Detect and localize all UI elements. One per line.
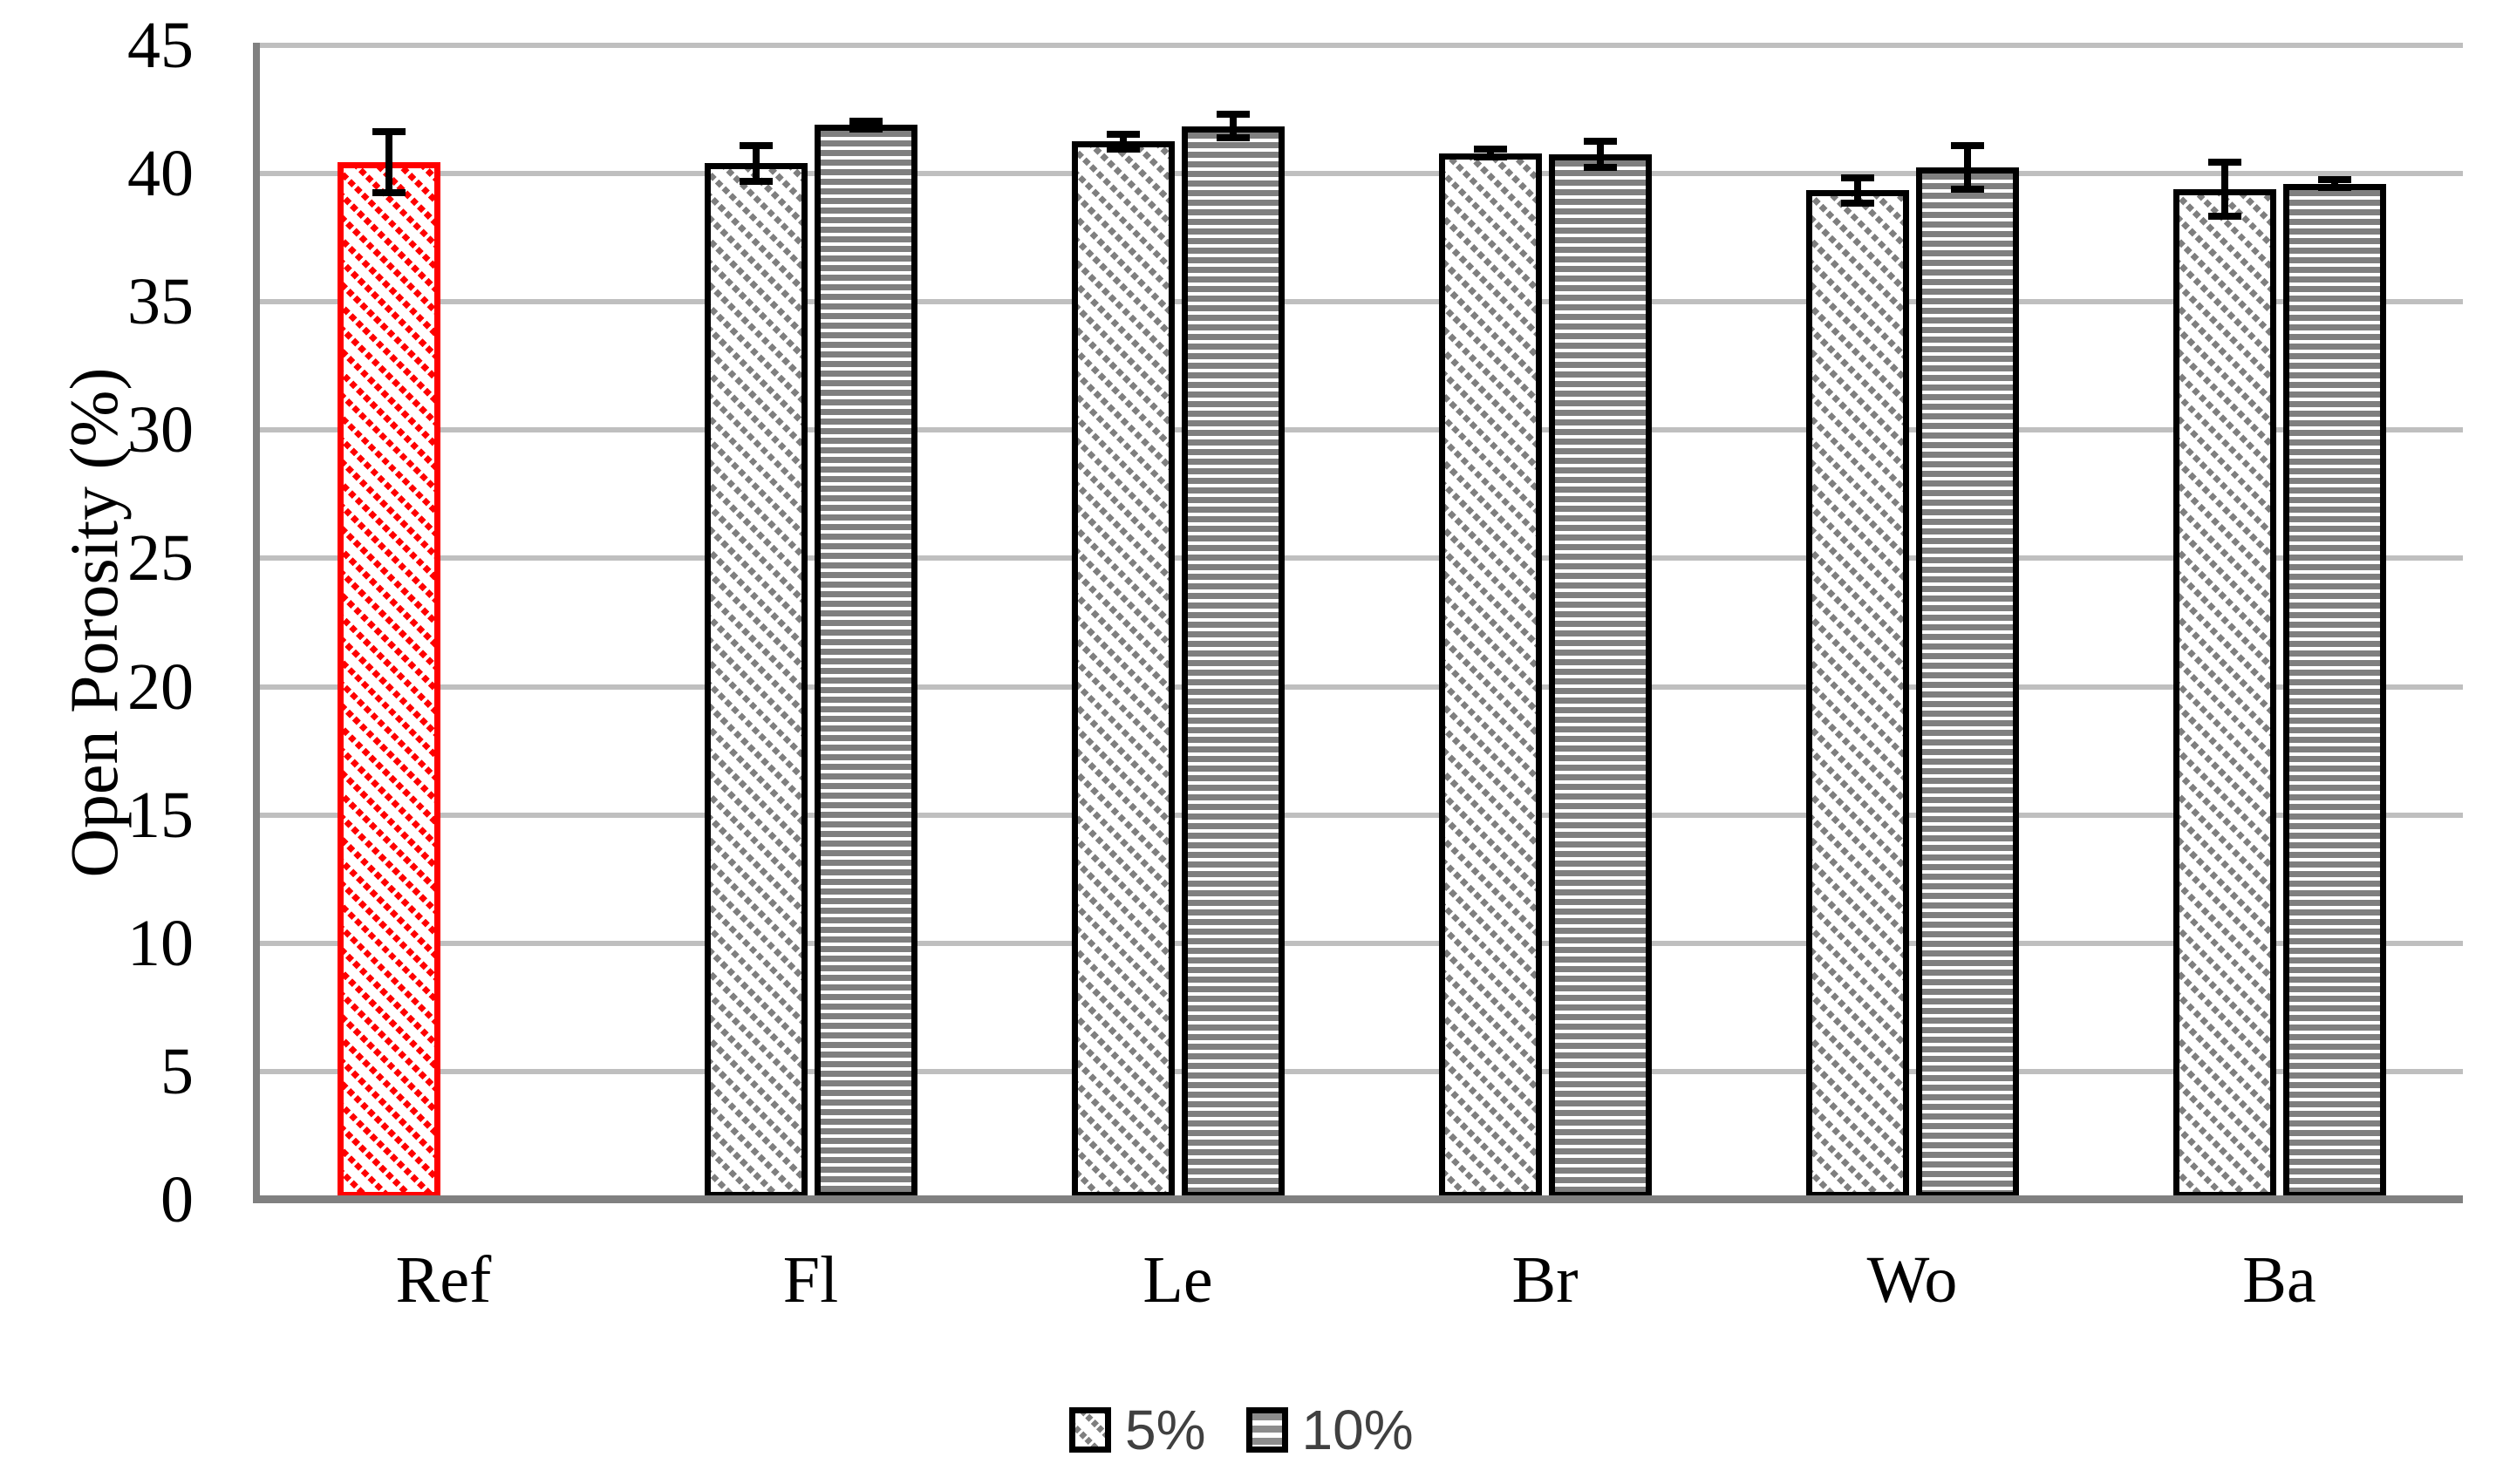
- error-bar-ba-5pct-line: [2220, 161, 2228, 216]
- legend-label-5pct: 5%: [1125, 1399, 1206, 1461]
- legend-entry-5pct: 5%: [1069, 1402, 1206, 1458]
- gridline-40: [260, 171, 2463, 177]
- error-bar-wo-10pct-line: [1963, 145, 1971, 189]
- error-bar-wo-5pct-line: [1853, 177, 1861, 203]
- gridline-5: [260, 1068, 2463, 1074]
- error-bar-fl-5pct-line: [752, 145, 760, 181]
- x-category-label-wo: Wo: [1866, 1243, 1958, 1317]
- y-tick-label-45: 45: [127, 9, 194, 82]
- error-bar-br-10pct-cap-bottom: [1583, 163, 1617, 171]
- bar-fl-5pct: [704, 163, 808, 1198]
- y-tick-label-40: 40: [127, 137, 194, 211]
- error-bar-br-5pct-cap-top: [1473, 146, 1507, 153]
- error-bar-le-5pct-cap-bottom: [1106, 146, 1140, 153]
- error-bar-ref-5pct-cap-top: [372, 127, 406, 135]
- gridline-35: [260, 299, 2463, 305]
- error-bar-le-10pct-cap-top: [1216, 111, 1250, 119]
- legend-swatch-5pct-hatch-icon: [1069, 1407, 1111, 1453]
- bar-ba-5pct: [2172, 188, 2276, 1198]
- error-bar-fl-10pct-line: [862, 120, 870, 129]
- error-bar-le-5pct-cap-top: [1106, 130, 1140, 138]
- y-tick-label-20: 20: [127, 650, 194, 724]
- error-bar-wo-5pct-cap-bottom: [1840, 199, 1874, 207]
- y-tick-label-30: 30: [127, 393, 194, 467]
- error-bar-ref-5pct-cap-bottom: [372, 189, 406, 197]
- error-bar-ba-5pct-cap-bottom: [2207, 212, 2241, 220]
- y-axis-title: Open Porosity (%): [56, 367, 132, 878]
- bar-le-5pct: [1071, 141, 1175, 1198]
- error-bar-br-10pct-line: [1596, 141, 1604, 167]
- error-bar-ba-10pct-cap-top: [2317, 176, 2351, 184]
- bar-br-10pct: [1548, 154, 1652, 1198]
- gridline-25: [260, 555, 2463, 562]
- gridline-15: [260, 812, 2463, 818]
- x-axis-line: [253, 1195, 2463, 1203]
- error-bar-ba-10pct-cap-bottom: [2317, 184, 2351, 192]
- bar-wo-5pct: [1805, 190, 1909, 1198]
- gridline-20: [260, 684, 2463, 690]
- legend-swatch-10pct-stripe-icon: [1245, 1407, 1288, 1453]
- y-tick-label-25: 25: [127, 521, 194, 596]
- bar-fl-10pct: [814, 125, 917, 1198]
- y-tick-label-35: 35: [127, 265, 194, 339]
- error-bar-le-5pct-line: [1119, 133, 1127, 150]
- error-bar-br-5pct-line: [1486, 149, 1494, 157]
- gridline-30: [260, 427, 2463, 433]
- error-bar-le-10pct-cap-bottom: [1216, 133, 1250, 141]
- error-bar-fl-10pct-cap-bottom: [849, 125, 883, 133]
- error-bar-le-10pct-line: [1229, 114, 1237, 138]
- bar-ref-5pct: [337, 161, 440, 1198]
- y-axis-line: [253, 43, 260, 1203]
- x-category-label-ref: Ref: [395, 1243, 492, 1317]
- error-bar-ref-5pct-line: [385, 131, 392, 194]
- error-bar-fl-5pct-cap-bottom: [739, 177, 773, 185]
- error-bar-wo-5pct-cap-top: [1840, 174, 1874, 181]
- y-tick-label-5: 5: [160, 1034, 194, 1108]
- error-bar-ba-10pct-line: [2330, 180, 2338, 188]
- error-bar-fl-10pct-cap-top: [849, 117, 883, 125]
- bar-wo-10pct: [1915, 167, 2019, 1198]
- error-bar-br-10pct-cap-top: [1583, 138, 1617, 146]
- error-bar-ba-5pct-cap-top: [2207, 158, 2241, 166]
- gridline-45: [260, 43, 2463, 48]
- bar-le-10pct: [1181, 126, 1285, 1198]
- legend-entry-10pct: 10%: [1245, 1399, 1414, 1461]
- bar-br-5pct: [1438, 153, 1542, 1198]
- x-category-label-fl: Fl: [782, 1243, 839, 1317]
- error-bar-wo-10pct-cap-bottom: [1950, 185, 1984, 193]
- x-category-label-le: Le: [1142, 1243, 1213, 1317]
- legend: 5% 10%: [1069, 1399, 1414, 1461]
- bar-ba-10pct: [2282, 183, 2386, 1198]
- error-bar-wo-10pct-cap-top: [1950, 141, 1984, 149]
- y-tick-label-10: 10: [127, 906, 194, 980]
- gridline-10: [260, 940, 2463, 946]
- legend-label-10pct: 10%: [1301, 1399, 1414, 1461]
- x-category-label-ba: Ba: [2242, 1243, 2316, 1317]
- y-tick-label-0: 0: [160, 1163, 194, 1236]
- x-category-label-br: Br: [1511, 1243, 1579, 1317]
- y-tick-label-15: 15: [127, 778, 194, 852]
- error-bar-fl-5pct-cap-top: [739, 141, 773, 149]
- error-bar-br-5pct-cap-bottom: [1473, 153, 1507, 160]
